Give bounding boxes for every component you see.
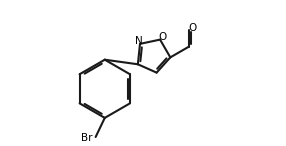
Text: Br: Br bbox=[81, 133, 93, 143]
Text: O: O bbox=[188, 23, 196, 33]
Text: N: N bbox=[135, 36, 142, 46]
Text: O: O bbox=[158, 32, 166, 42]
